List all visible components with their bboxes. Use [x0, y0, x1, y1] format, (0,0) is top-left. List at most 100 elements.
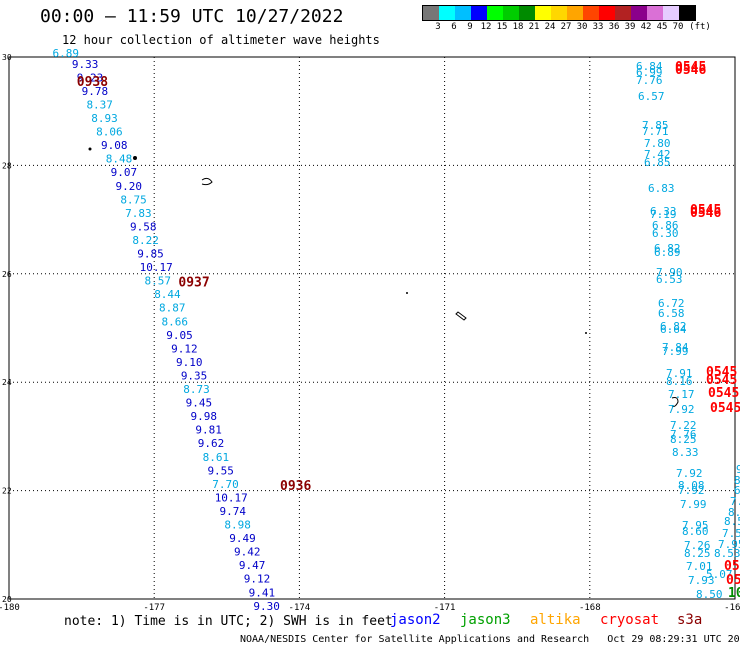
- wave-height-value: 8.06: [96, 126, 123, 139]
- x-tick-label: -165: [724, 603, 740, 610]
- colorbar-label: 6: [451, 22, 457, 32]
- wave-height-value: 8.73: [183, 383, 210, 396]
- wave-height-value: 10.17: [215, 491, 248, 504]
- wave-height-value: 7.93: [688, 574, 715, 587]
- wave-height-value: 9.10: [176, 356, 203, 369]
- wave-height-value: 9.08: [101, 139, 128, 152]
- wave-height-value: 7.92: [668, 403, 695, 416]
- colorbar-swatch: [631, 6, 647, 20]
- wave-height-value: 8.08: [678, 479, 705, 492]
- wave-height-value: 9.12: [244, 573, 270, 586]
- wave-height-value: 8.66: [161, 315, 188, 328]
- island-marker: [455, 311, 467, 321]
- pass-time-label: 0544: [726, 573, 740, 588]
- colorbar-label: 3: [435, 22, 441, 32]
- wave-height-value: 8.06: [728, 506, 740, 519]
- wave-height-value: 9.49: [229, 532, 256, 545]
- wave-height-value: 8.60: [682, 525, 709, 538]
- wave-height-value: 6.53: [656, 273, 683, 286]
- wave-height-value: 6.82: [654, 242, 681, 255]
- wave-height-value: 9.12: [171, 342, 198, 355]
- wave-height-value: 6.89: [654, 246, 681, 259]
- island-marker: [671, 397, 679, 407]
- map-subtitle: 12 hour collection of altimeter wave hei…: [62, 33, 380, 47]
- x-tick-label: -174: [289, 603, 311, 610]
- wave-height-value: 7.76: [670, 428, 697, 441]
- colorbar-swatch: [615, 6, 631, 20]
- wave-height-value: 8.16: [666, 375, 693, 388]
- island-marker: [406, 292, 408, 294]
- wave-height-value: 7.83: [125, 207, 152, 220]
- colorbar-label: 45: [656, 22, 668, 32]
- wave-height-value: 7.17: [668, 388, 695, 401]
- wave-height-value: 6.8: [734, 484, 740, 497]
- wave-height-value: 8.50: [696, 588, 723, 601]
- y-tick-label: 22: [2, 487, 12, 496]
- wave-height-value: 9.33: [72, 58, 99, 71]
- colorbar-label: 15: [496, 22, 508, 32]
- wave-height-value: 8.25: [670, 433, 697, 446]
- wave-height-value: 9.78: [82, 85, 109, 98]
- colorbar-label: (ft): [689, 22, 711, 32]
- island-marker: [585, 332, 587, 334]
- wave-height-value: 7.22: [670, 419, 697, 432]
- wave-height-value: 7.99: [680, 498, 707, 511]
- wave-height-value: 9.62: [198, 437, 225, 450]
- legend-altika: altika: [530, 612, 581, 628]
- wave-height-value: 7.71: [642, 125, 669, 138]
- wave-height-value: 6.30: [652, 227, 679, 240]
- wave-height-value: 8.44: [154, 288, 181, 301]
- island-marker: [88, 147, 92, 151]
- colorbar-label: 39: [624, 22, 636, 32]
- wave-height-value: 9.05: [166, 329, 193, 342]
- colorbar-swatch: [471, 6, 487, 20]
- legend-cryosat: cryosat: [600, 612, 660, 628]
- wave-height-value: 7.99: [662, 345, 689, 358]
- x-tick-label: -177: [143, 603, 165, 610]
- colorbar-swatch: [439, 6, 455, 20]
- pass-time-label: 0546: [690, 206, 721, 221]
- wave-height-value: 7.90: [656, 266, 683, 279]
- y-tick-label: 26: [2, 270, 12, 279]
- wave-height-value: 7.95: [682, 519, 709, 532]
- colorbar-legend: [422, 5, 696, 21]
- wave-height-value: 9.42: [234, 546, 261, 559]
- wave-height-value: 6.99: [636, 66, 663, 79]
- wave-height-value: 7.76: [636, 74, 663, 87]
- wave-height-value: 6.82: [660, 320, 687, 333]
- wave-height-value: 9.07: [111, 166, 138, 179]
- wave-height-value: 7.42: [644, 148, 671, 161]
- y-tick-label: 20: [2, 595, 12, 604]
- wave-height-value: 6.89: [53, 47, 79, 60]
- wave-height-value: 8.57: [145, 275, 172, 288]
- colorbar-swatch: [503, 6, 519, 20]
- wave-height-value: 9.41: [249, 586, 276, 599]
- colorbar-swatch: [551, 6, 567, 20]
- wave-height-value: 9.47: [239, 559, 266, 572]
- pass-time-label: 0545: [710, 401, 740, 416]
- y-tick-label: 24: [2, 378, 12, 387]
- colorbar-label: 70: [672, 22, 684, 32]
- legend-s3a: s3a: [677, 612, 703, 628]
- wave-height-value: 8.87: [159, 302, 186, 315]
- wave-height-value: 7.92: [676, 467, 703, 480]
- colorbar-label: 9: [467, 22, 473, 32]
- wave-height-value: 6.86: [652, 219, 679, 232]
- legend-jason3: jason3: [460, 612, 511, 628]
- wave-height-value: 7.84: [662, 341, 689, 354]
- wave-height-value: 8.25: [684, 547, 711, 560]
- colorbar-swatch: [647, 6, 663, 20]
- wave-height-value: 8.37: [86, 98, 113, 111]
- wave-height-value: 9.35: [181, 369, 208, 382]
- wave-height-value: 9.45: [186, 397, 213, 410]
- colorbar-swatch: [663, 6, 679, 20]
- wave-height-value: 7.56: [722, 527, 740, 540]
- colorbar-swatch: [423, 6, 439, 20]
- colorbar-label: 33: [592, 22, 604, 32]
- colorbar-swatch: [535, 6, 551, 20]
- wave-height-value: 8.59: [724, 515, 740, 528]
- wave-height-value: 6.58: [658, 307, 685, 320]
- wave-height-value: 7.85: [642, 119, 669, 132]
- pass-time-label: 0544: [724, 559, 740, 574]
- island-marker: [133, 156, 137, 160]
